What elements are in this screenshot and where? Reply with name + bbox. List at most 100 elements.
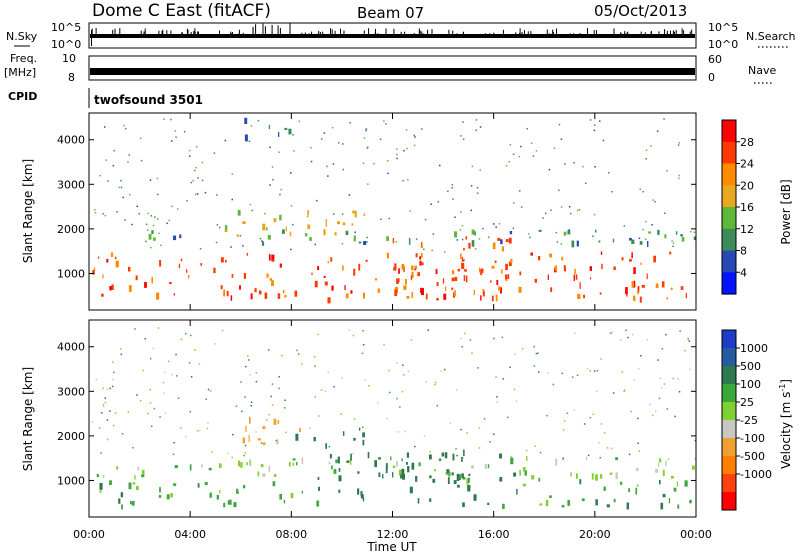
power-panel-background [89, 113, 696, 310]
heatmap-cell [670, 287, 673, 290]
heatmap-cell [436, 282, 439, 287]
heatmap-cell [378, 472, 381, 477]
heatmap-cell [421, 242, 423, 247]
heatmap-cell [374, 460, 377, 467]
heatmap-cell [283, 499, 286, 504]
nsky-spike [197, 31, 199, 36]
heatmap-cell [473, 494, 477, 501]
nsky-spike [368, 28, 370, 36]
heatmap-cell [197, 177, 199, 179]
heatmap-cell [577, 293, 581, 299]
heatmap-cell [331, 465, 333, 470]
heatmap-cell [589, 277, 592, 280]
heatmap-cell [239, 235, 242, 237]
heatmap-cell [451, 187, 453, 189]
nsky-spike [546, 29, 548, 36]
heatmap-cell [539, 503, 543, 506]
heatmap-cell [109, 480, 112, 485]
nsky-spike [552, 32, 554, 36]
heatmap-cell [564, 163, 566, 165]
heatmap-cell [592, 413, 595, 415]
heatmap-cell [368, 385, 370, 387]
colorbar-swatch [722, 185, 736, 208]
heatmap-cell [240, 381, 242, 383]
nsky-spike [279, 27, 281, 36]
heatmap-cell [396, 397, 398, 400]
heatmap-cell [251, 209, 253, 212]
heatmap-cell [132, 447, 134, 449]
heatmap-cell [668, 497, 671, 504]
heatmap-cell [367, 183, 369, 185]
nsky-spike [242, 32, 244, 36]
heatmap-cell [299, 428, 301, 432]
heatmap-cell [471, 240, 475, 247]
heatmap-cell [337, 221, 340, 225]
nsky-spike [521, 31, 523, 36]
heatmap-cell [619, 339, 622, 341]
heatmap-cell [205, 398, 207, 400]
heatmap-cell [496, 279, 499, 286]
colorbar-swatch [722, 272, 736, 295]
heatmap-cell [398, 469, 402, 476]
heatmap-cell [665, 460, 667, 467]
heatmap-cell [468, 242, 471, 249]
heatmap-cell [513, 472, 517, 477]
heatmap-cell [219, 489, 221, 494]
heatmap-cell [231, 274, 234, 278]
heatmap-cell [411, 291, 414, 298]
heatmap-cell [325, 220, 327, 228]
nsky-spike [158, 30, 160, 36]
heatmap-cell [502, 378, 505, 380]
heatmap-cell [637, 484, 639, 487]
heatmap-cell [257, 119, 260, 122]
heatmap-cell [301, 490, 304, 494]
heatmap-cell [314, 280, 318, 288]
nsky-spike [170, 30, 172, 36]
heatmap-cell [241, 410, 243, 413]
nsky-spike [255, 24, 257, 36]
power-y-ticks: 1000 2000 3000 4000 [57, 134, 696, 280]
heatmap-cell [625, 329, 627, 331]
heatmap-cell [163, 371, 166, 374]
heatmap-cell [266, 273, 269, 278]
heatmap-cell [196, 430, 199, 432]
heatmap-cell [562, 457, 564, 460]
heatmap-cell [460, 428, 462, 431]
heatmap-cell [211, 451, 213, 453]
heatmap-cell [447, 190, 449, 192]
heatmap-cell [677, 504, 680, 509]
heatmap-cell [509, 144, 512, 146]
heatmap-cell [185, 333, 187, 335]
nsky-spike [112, 29, 114, 36]
heatmap-cell [466, 432, 468, 434]
colorbar-swatch [722, 402, 736, 421]
heatmap-cell [284, 399, 286, 401]
heatmap-cell [439, 164, 441, 167]
heatmap-cell [637, 417, 639, 420]
heatmap-cell [362, 497, 365, 502]
heatmap-cell [362, 432, 365, 438]
heatmap-cell [358, 263, 361, 271]
heatmap-cell [400, 474, 403, 479]
heatmap-cell [563, 420, 566, 422]
heatmap-cell [653, 255, 656, 263]
heatmap-cell [194, 349, 196, 351]
nsky-spike [689, 31, 691, 36]
heatmap-cell [147, 212, 149, 215]
heatmap-cell [468, 473, 471, 476]
heatmap-cell [480, 295, 482, 301]
heatmap-cell [116, 211, 118, 213]
colorbar-swatch [722, 438, 736, 457]
y-tick-label: 4000 [57, 134, 85, 147]
heatmap-cell [429, 475, 432, 479]
heatmap-cell [615, 472, 618, 480]
heatmap-cell [276, 439, 279, 445]
heatmap-cell [118, 498, 121, 504]
heatmap-cell [249, 416, 251, 424]
heatmap-cell [141, 474, 145, 478]
heatmap-cell [373, 162, 375, 165]
heatmap-cell [599, 120, 601, 122]
colorbar-swatch [722, 250, 736, 273]
nsky-spike [519, 28, 521, 36]
heatmap-cell [410, 275, 413, 281]
